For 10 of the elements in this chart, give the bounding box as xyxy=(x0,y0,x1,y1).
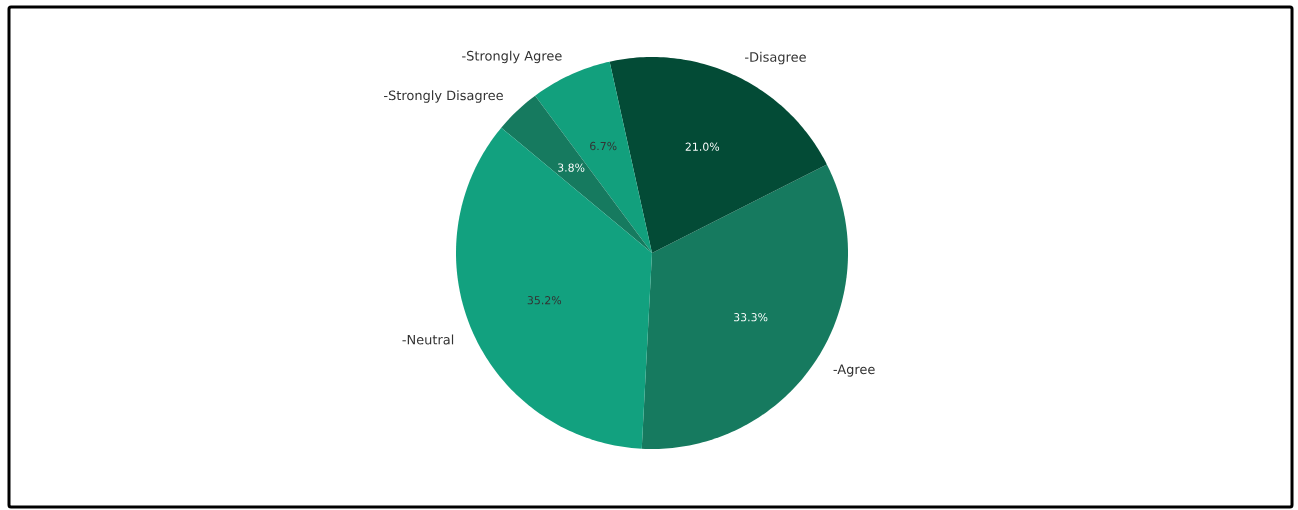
slice-label: -Strongly Disagree xyxy=(384,90,503,103)
data-label: 3.8% xyxy=(558,163,585,172)
data-label: 21.0% xyxy=(685,142,720,151)
slice-label: -Neutral xyxy=(402,334,454,345)
data-label: 6.7% xyxy=(590,141,617,151)
slice-label: -Strongly Agree xyxy=(462,50,562,64)
data-label: 33.3% xyxy=(734,313,768,322)
slice-label: -Disagree xyxy=(745,51,806,65)
data-label: 35.2% xyxy=(527,296,562,305)
slice-label: -Agree xyxy=(833,364,875,377)
